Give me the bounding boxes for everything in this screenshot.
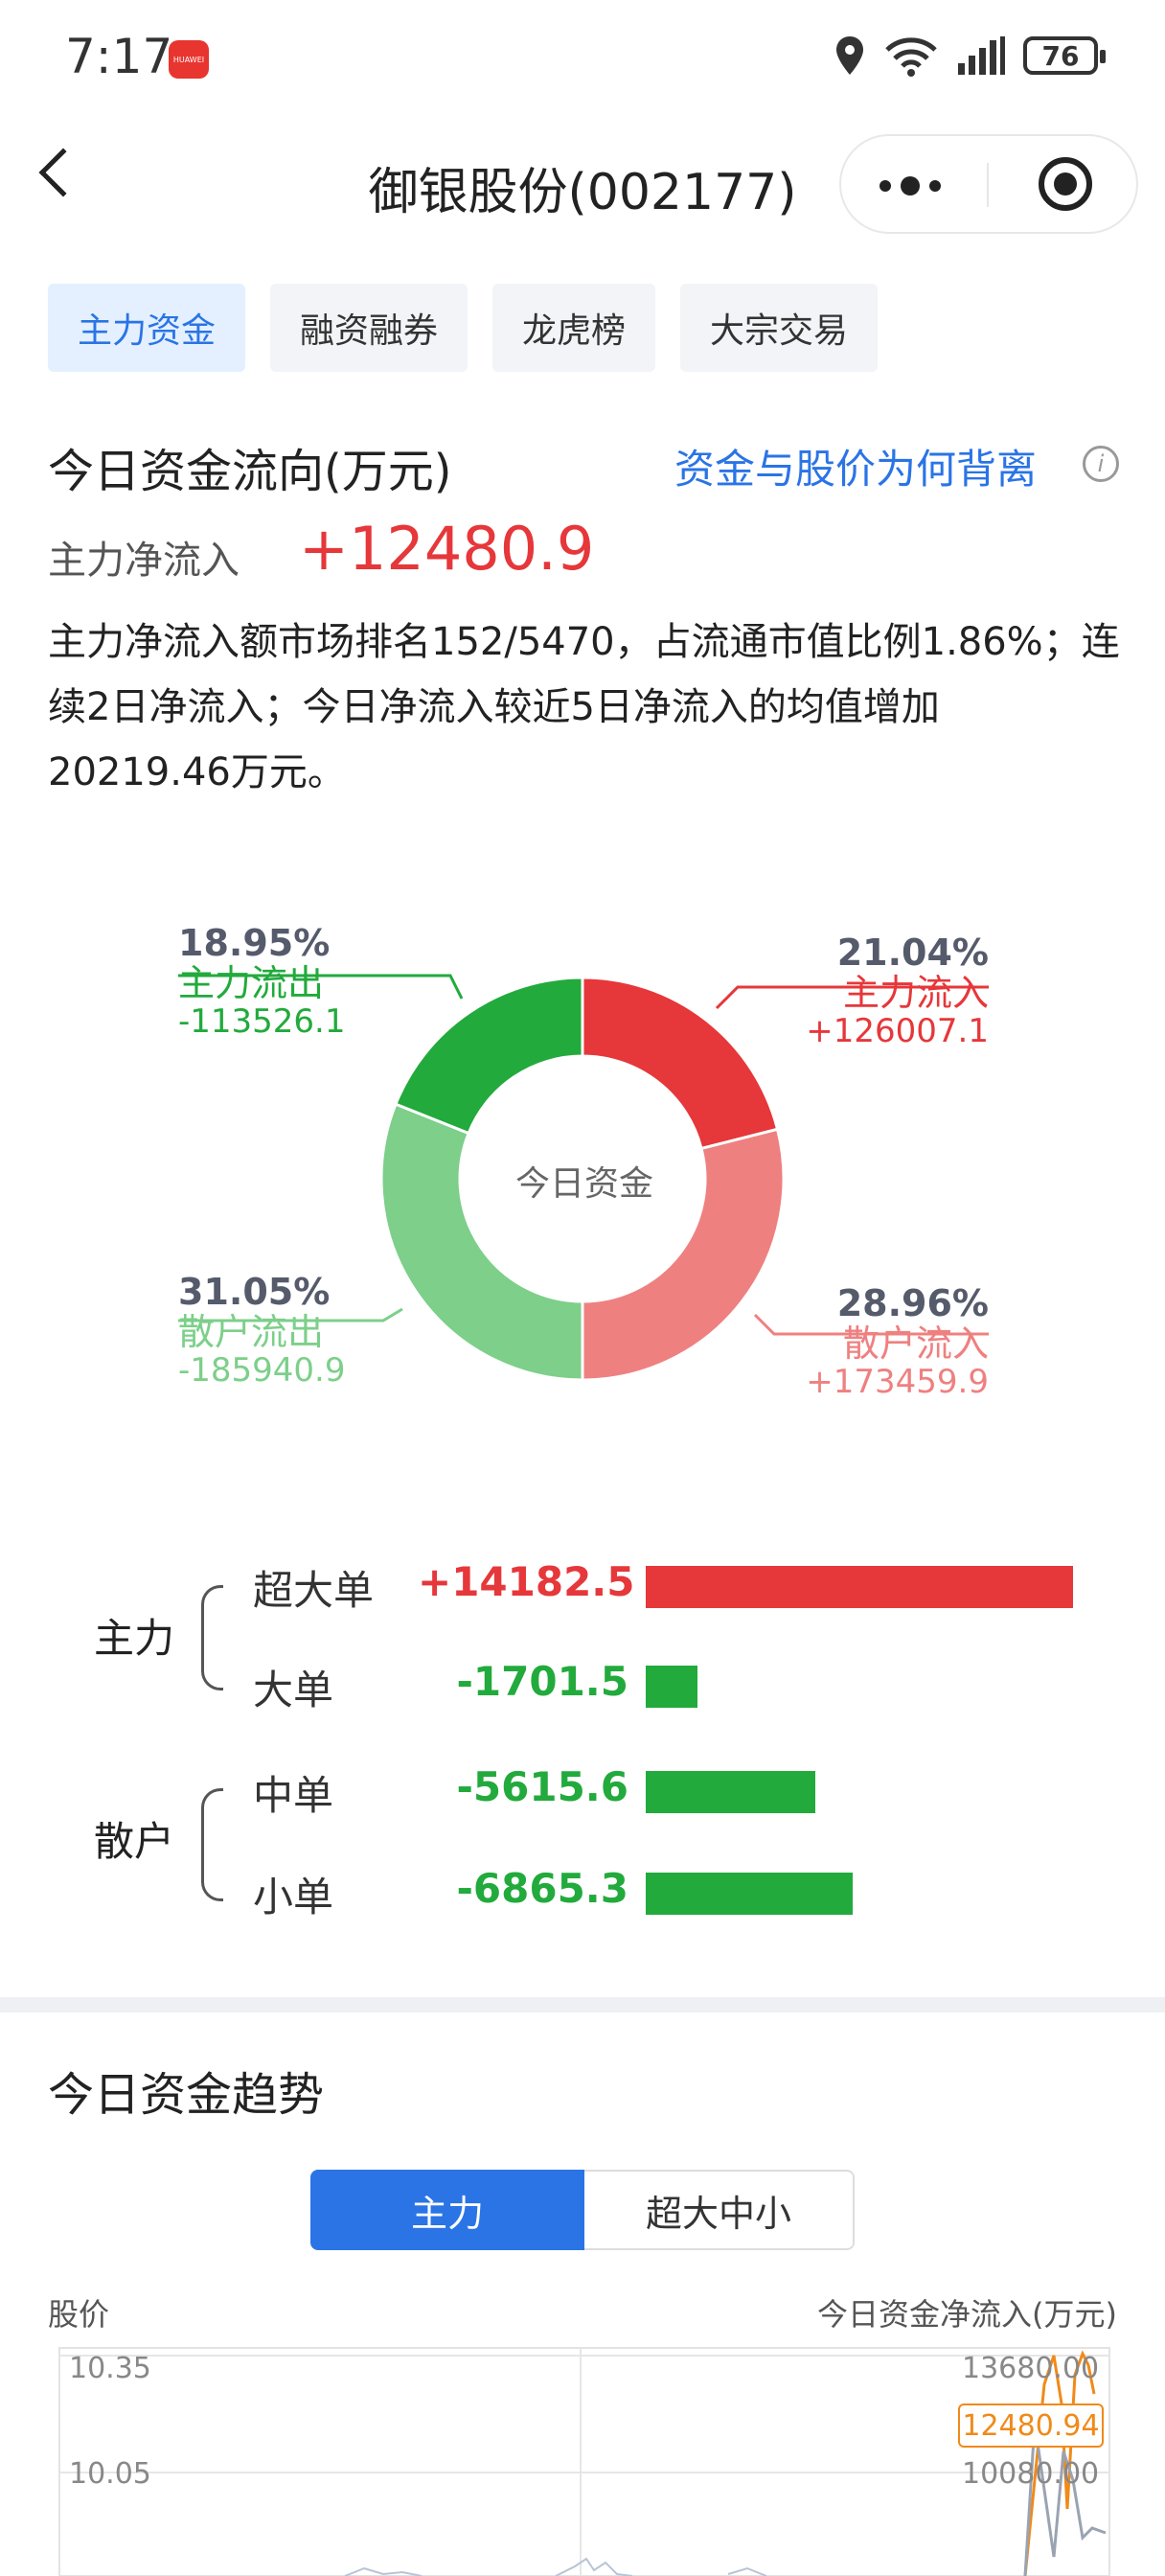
- donut-leader-line: [753, 1313, 989, 1336]
- retail-out-name: 散户流出: [178, 1311, 325, 1353]
- retail-in-pct: 28.96%: [836, 1282, 989, 1324]
- flow-title: 今日资金流向(万元): [48, 445, 452, 498]
- right-tick: 10080.00: [962, 2457, 1100, 2491]
- order-label-m: 中单: [253, 1772, 334, 1819]
- donut-label-retail-in: 28.96% 散户流入 +173459.9: [753, 1282, 989, 1401]
- group-label-retail: 散户: [94, 1818, 175, 1865]
- order-bar-xl: [646, 1566, 1073, 1608]
- order-value-l: -1701.5: [456, 1658, 628, 1705]
- battery-icon: 76: [1023, 36, 1106, 75]
- tab-block-trade[interactable]: 大宗交易: [680, 284, 878, 372]
- group-label-main: 主力: [94, 1615, 175, 1662]
- donut-center-label: 今日资金: [514, 1164, 653, 1204]
- net-inflow-label: 主力净流入: [48, 539, 240, 583]
- close-target-icon[interactable]: [1039, 157, 1092, 211]
- main-out-name: 主力流出: [178, 962, 325, 1004]
- main-in-name: 主力流入: [842, 972, 989, 1014]
- group-bracket: [201, 1788, 223, 1901]
- order-label-s: 小单: [253, 1874, 334, 1920]
- main-out-value: -113526.1: [178, 1002, 346, 1041]
- trend-chart: [58, 2347, 1110, 2576]
- left-tick: 10.05: [69, 2457, 151, 2491]
- retail-out-pct: 31.05%: [178, 1271, 331, 1313]
- status-icons: 76: [834, 34, 1106, 77]
- app-notification-icon: HUAWEI: [169, 40, 209, 79]
- tab-main-funds[interactable]: 主力资金: [48, 284, 245, 372]
- group-bracket: [201, 1585, 223, 1690]
- order-bar-l: [646, 1666, 697, 1708]
- current-value-pill: 12480.94: [958, 2404, 1104, 2448]
- order-bar-s: [646, 1873, 853, 1915]
- mini-program-capsule: [839, 134, 1138, 234]
- wifi-icon: [885, 37, 937, 77]
- fund-donut-chart: [178, 974, 989, 1382]
- flow-description: 主力净流入额市场排名152/5470，占流通市值比例1.86%；连续2日净流入；…: [48, 620, 1120, 794]
- segment-main[interactable]: 主力: [310, 2170, 584, 2250]
- main-in-pct: 21.04%: [836, 932, 989, 974]
- battery-level: 76: [1041, 39, 1080, 72]
- retail-in-name: 散户流入: [842, 1322, 989, 1365]
- left-tick: 10.35: [69, 2352, 151, 2385]
- order-value-s: -6865.3: [456, 1865, 628, 1912]
- donut-leader-line: [178, 1307, 403, 1322]
- location-icon: [836, 36, 863, 75]
- donut-segment-retail-out: [379, 1102, 584, 1382]
- main-out-pct: 18.95%: [178, 922, 331, 964]
- left-axis-title: 股价: [48, 2296, 110, 2333]
- chart-frame: [58, 2347, 1110, 2576]
- donut-segment-main-in: [581, 976, 780, 1151]
- segment-size[interactable]: 超大中小: [584, 2170, 855, 2250]
- donut-label-main-out: 18.95% 主力流出 -113526.1: [178, 922, 346, 1041]
- main-in-value: +126007.1: [806, 1012, 989, 1050]
- retail-out-value: -185940.9: [178, 1351, 346, 1390]
- section-divider: [0, 1997, 1165, 2012]
- order-label-xl: 超大单: [253, 1567, 375, 1614]
- tab-margin-trading[interactable]: 融资融券: [270, 284, 468, 372]
- capsule-divider: [987, 163, 989, 207]
- donut-segment-main-out: [394, 976, 584, 1136]
- right-tick: 13680.00: [962, 2352, 1100, 2385]
- donut-label-retail-out: 31.05% 散户流出 -185940.9: [178, 1271, 346, 1390]
- order-label-l: 大单: [253, 1667, 334, 1714]
- signal-icon: [958, 36, 1005, 75]
- donut-leader-line: [715, 985, 989, 1010]
- trend-title: 今日资金趋势: [48, 2068, 325, 2122]
- info-icon[interactable]: i: [1083, 446, 1119, 482]
- donut-label-main-in: 21.04% 主力流入 +126007.1: [797, 932, 989, 1050]
- more-icon[interactable]: [879, 176, 941, 196]
- divergence-link[interactable]: 资金与股价为何背离: [674, 446, 1038, 493]
- retail-in-value: +173459.9: [806, 1363, 989, 1401]
- price-line: [344, 2557, 767, 2576]
- order-bar-m: [646, 1771, 815, 1813]
- order-value-m: -5615.6: [456, 1763, 628, 1810]
- net-inflow-value: +12480.9: [299, 514, 595, 584]
- donut-segment-retail-in: [581, 1127, 786, 1382]
- donut-leader-line: [178, 974, 464, 1000]
- order-value-xl: +14182.5: [418, 1558, 635, 1605]
- tab-dragon-tiger[interactable]: 龙虎榜: [492, 284, 655, 372]
- right-axis-title: 今日资金净流入(万元): [817, 2296, 1117, 2333]
- status-time: 7:17: [65, 29, 173, 84]
- page-title: 御银股份(002177): [368, 164, 797, 221]
